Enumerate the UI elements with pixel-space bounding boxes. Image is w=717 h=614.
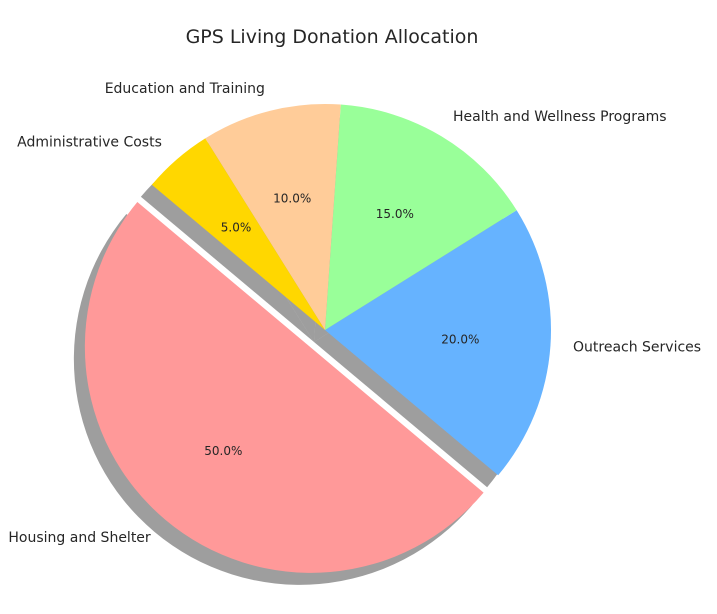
slice-label-administrative-costs: Administrative Costs	[17, 134, 162, 150]
percent-label-housing-and-shelter: 50.0%	[204, 444, 242, 458]
slice-outreach-services	[325, 210, 552, 476]
pie-labels: Housing and Shelter 50.0% Outreach Service…	[8, 81, 701, 546]
percent-label-administrative-costs: 5.0%	[221, 221, 252, 235]
slice-label-housing-and-shelter: Housing and Shelter	[8, 530, 151, 546]
slice-health-and-wellness-programs	[325, 104, 517, 330]
slice-education-and-training	[205, 103, 341, 330]
slice-housing-and-shelter	[84, 202, 484, 573]
slice-label-education-and-training: Education and Training	[105, 81, 265, 97]
slice-label-outreach-services: Outreach Services	[573, 339, 701, 355]
chart-title: GPS Living Donation Allocation	[186, 26, 479, 48]
percent-label-health-and-wellness-programs: 15.0%	[376, 207, 414, 221]
slice-administrative-costs	[151, 138, 325, 330]
percent-label-education-and-training: 10.0%	[273, 191, 311, 205]
pie-slices	[84, 103, 552, 573]
slice-label-health-and-wellness-programs: Health and Wellness Programs	[453, 109, 667, 125]
percent-label-outreach-services: 20.0%	[441, 333, 479, 347]
